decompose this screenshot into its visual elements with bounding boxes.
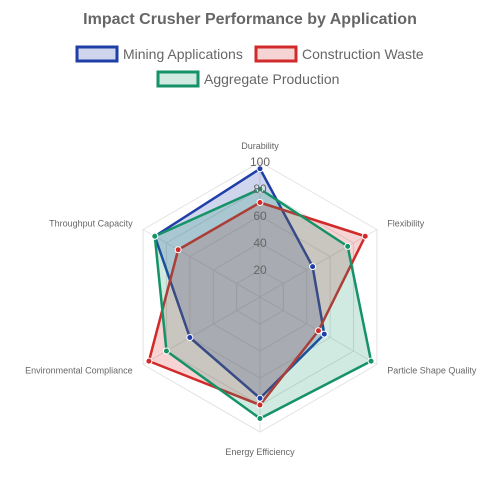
tick-label-40: 40	[253, 236, 267, 250]
series-2-point-3[interactable]	[256, 415, 264, 422]
radar-series	[145, 165, 375, 422]
legend-swatch-aggregate[interactable]	[156, 70, 200, 88]
axis-label-0: Durability	[241, 141, 279, 151]
axis-label-4: Environmental Compliance	[25, 366, 133, 376]
series-1-point-0[interactable]	[256, 199, 264, 206]
series-1-point-3[interactable]	[256, 401, 264, 409]
series-0-point-1[interactable]	[309, 263, 317, 271]
series-2-point-0[interactable]	[256, 185, 264, 193]
series-0-point-0[interactable]	[256, 165, 264, 173]
tick-label-60: 60	[253, 209, 267, 223]
grid-spoke-1	[259, 229, 378, 298]
radar-axis-labels: Durability Flexibility Particle Shape Qual…	[25, 141, 477, 457]
legend-label-construction[interactable]: Construction Waste	[302, 46, 424, 62]
chart-title: Impact Crusher Performance by Applicatio…	[83, 11, 417, 28]
radar-grid	[142, 161, 378, 433]
legend-swatch-construction[interactable]	[254, 45, 298, 63]
tick-label-80: 80	[253, 182, 267, 196]
series-2-point-2[interactable]	[367, 357, 375, 365]
series-area-2	[153, 187, 373, 420]
series-1-point-1[interactable]	[361, 232, 369, 240]
axis-label-1: Flexibility	[387, 219, 425, 229]
legend-label-mining[interactable]: Mining Applications	[123, 46, 243, 62]
tick-label-100: 100	[250, 155, 270, 169]
legend-swatch-mining[interactable]	[75, 45, 119, 63]
grid-spoke-5	[142, 229, 261, 298]
series-2-point-4[interactable]	[162, 347, 170, 355]
axis-label-2: Particle Shape Quality	[387, 366, 477, 376]
grid-spoke-4	[142, 296, 261, 365]
series-2-point-5[interactable]	[151, 232, 159, 240]
series-1-point-4[interactable]	[145, 357, 153, 365]
axis-label-5: Throughput Capacity	[49, 219, 133, 229]
radar-ticks: 20 40 60 80 100	[250, 155, 270, 277]
legend: Mining Applications Construction Waste A…	[75, 45, 424, 88]
series-2-point-1[interactable]	[344, 242, 352, 250]
series-0-point-2[interactable]	[320, 330, 328, 338]
series-1-point-2[interactable]	[314, 327, 322, 335]
series-0-point-4[interactable]	[186, 334, 194, 341]
series-0-point-3[interactable]	[256, 394, 264, 402]
axis-label-3: Energy Efficiency	[225, 447, 295, 457]
tick-label-20: 20	[253, 263, 267, 277]
series-1-point-5[interactable]	[174, 246, 182, 254]
legend-label-aggregate[interactable]: Aggregate Production	[204, 71, 339, 87]
